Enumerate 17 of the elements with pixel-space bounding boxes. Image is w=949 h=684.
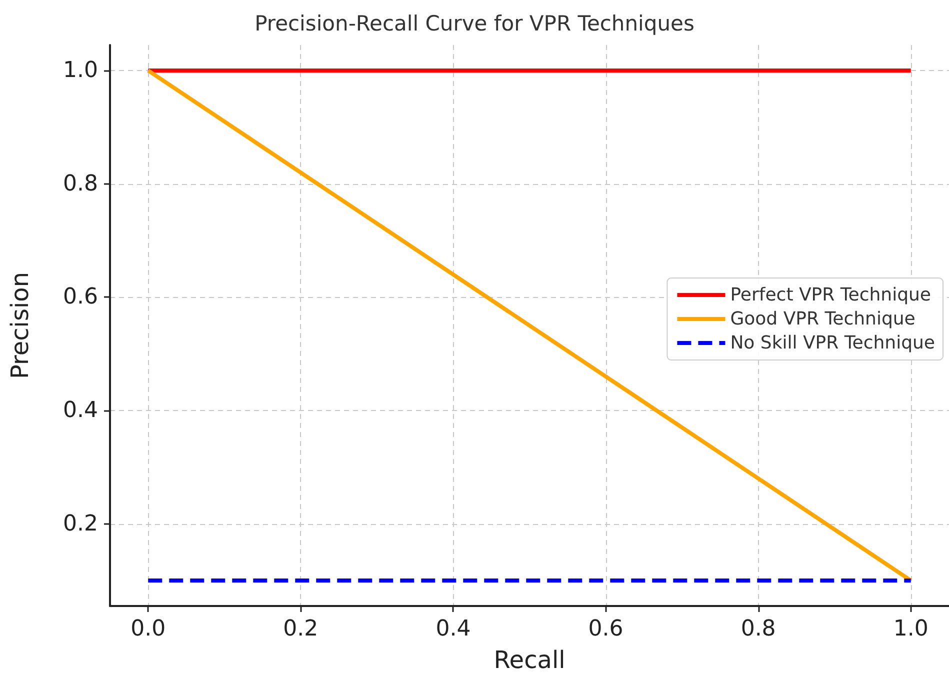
x-tick-label: 0.4 xyxy=(436,616,471,642)
y-tick-label: 0.4 xyxy=(63,398,98,423)
y-tick-label: 0.2 xyxy=(63,511,98,536)
y-tick-label: 1.0 xyxy=(63,58,98,83)
x-tick-label: 0.6 xyxy=(588,616,624,642)
legend-label: No Skill VPR Technique xyxy=(730,332,936,354)
x-tick-label: 0.8 xyxy=(740,616,776,642)
x-tick-label: 0.0 xyxy=(130,616,166,642)
y-axis-title: Precision xyxy=(6,272,34,380)
y-tick-label: 0.8 xyxy=(63,171,98,196)
x-axis-title: Recall xyxy=(494,646,566,674)
chart-title: Precision-Recall Curve for VPR Techniques xyxy=(254,12,694,36)
x-tick-label: 0.2 xyxy=(283,616,318,642)
legend-label: Perfect VPR Technique xyxy=(730,284,932,306)
y-tick-label: 0.6 xyxy=(63,284,98,310)
x-tick-label: 1.0 xyxy=(893,616,928,642)
legend-label: Good VPR Technique xyxy=(730,308,916,330)
